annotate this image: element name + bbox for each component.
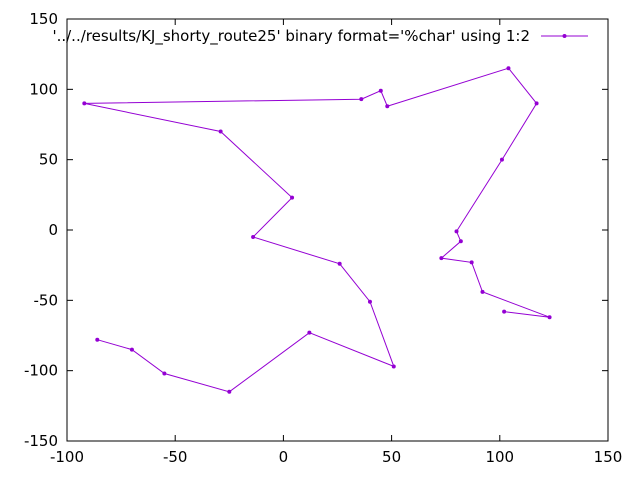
x-tick-label: 0 xyxy=(279,448,289,466)
x-tick-label: 50 xyxy=(382,448,401,466)
data-point xyxy=(458,239,463,244)
data-point xyxy=(378,88,383,93)
series-line xyxy=(84,67,550,393)
data-point xyxy=(534,101,539,106)
x-tick-label: -100 xyxy=(50,448,84,466)
y-tick-label: -150 xyxy=(24,432,58,450)
data-point xyxy=(227,389,232,394)
data-point xyxy=(439,256,444,261)
data-point xyxy=(218,129,223,134)
legend: '../../results/KJ_shorty_route25' binary… xyxy=(52,27,588,46)
y-tick-label: -100 xyxy=(24,362,58,380)
x-tick-label: -50 xyxy=(163,448,188,466)
data-point xyxy=(251,235,256,240)
data-point xyxy=(469,260,474,265)
data-point xyxy=(506,66,511,71)
data-point xyxy=(480,289,485,294)
plot-frame xyxy=(66,18,609,442)
y-tick-label: 0 xyxy=(48,221,58,239)
y-tick-label: 50 xyxy=(39,151,58,169)
data-point xyxy=(307,330,312,335)
data-point xyxy=(359,97,364,102)
data-point xyxy=(162,371,167,376)
legend-label: '../../results/KJ_shorty_route25' binary… xyxy=(52,27,530,46)
data-point xyxy=(499,157,504,162)
x-tick-label: 100 xyxy=(485,448,514,466)
data-point xyxy=(454,229,459,234)
data-point xyxy=(95,337,100,342)
data-point xyxy=(129,347,134,352)
data-point xyxy=(502,309,507,314)
data-point xyxy=(385,104,390,109)
y-tick-label: -50 xyxy=(34,291,59,309)
data-point xyxy=(367,299,372,304)
y-tick-label: 100 xyxy=(29,80,58,98)
y-tick-label: 150 xyxy=(29,10,58,28)
data-point xyxy=(82,101,87,106)
series-layer xyxy=(82,66,552,394)
data-point xyxy=(337,261,342,266)
data-point xyxy=(547,315,552,320)
data-point xyxy=(290,195,295,200)
x-tick-label: 150 xyxy=(594,448,623,466)
data-point xyxy=(391,364,396,369)
legend-point-sample xyxy=(562,34,567,38)
